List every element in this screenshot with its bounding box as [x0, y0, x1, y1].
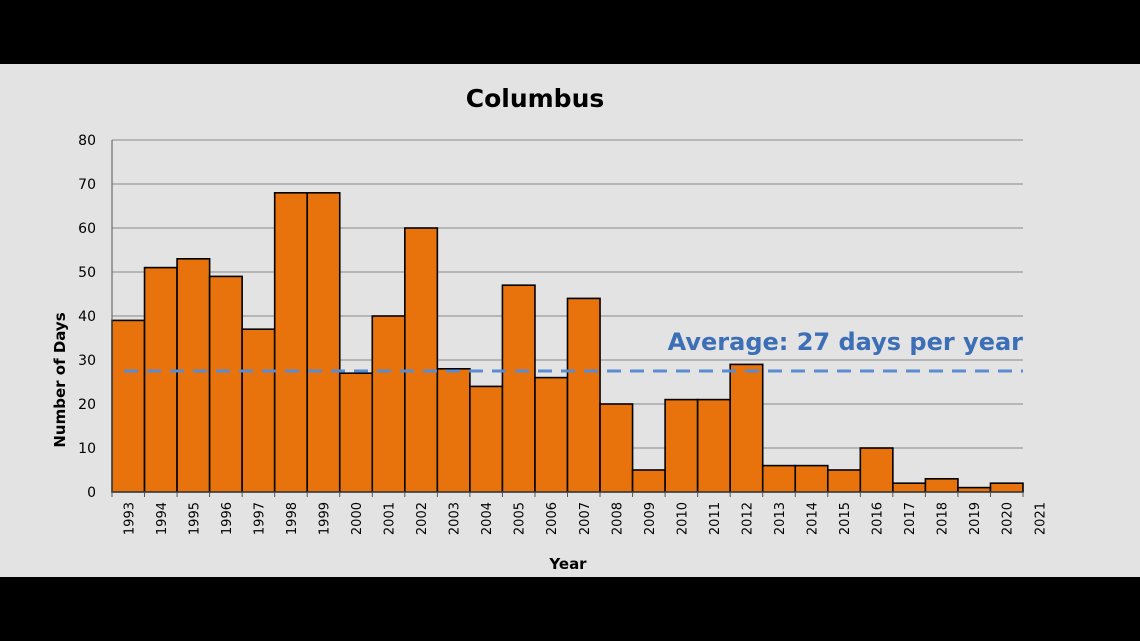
y-axis-label: Number of Days	[51, 312, 69, 447]
x-tick-label: 1997	[252, 502, 267, 535]
x-tick-label: 2007	[578, 502, 593, 535]
bar	[761, 464, 797, 493]
x-tick-label: 2020	[1001, 502, 1016, 535]
bar	[989, 482, 1024, 493]
x-tick-label: 2004	[480, 502, 495, 535]
x-tick-label: 1998	[285, 502, 300, 535]
bar	[208, 275, 243, 493]
x-tick-label: 2011	[708, 502, 723, 535]
bar	[338, 372, 374, 493]
bar	[273, 192, 309, 493]
x-tick-label: 2021	[1033, 502, 1048, 535]
chart-title: Columbus	[466, 84, 605, 113]
bar	[404, 227, 439, 493]
bar	[111, 319, 146, 493]
x-tick-label: 2016	[871, 502, 886, 535]
axes	[111, 140, 1024, 497]
y-tick-label: 40	[78, 309, 96, 325]
x-tick-label: 2009	[643, 502, 658, 535]
y-tick-label: 80	[78, 133, 96, 149]
average-label: Average: 27 days per year	[668, 328, 1024, 356]
x-tick-labels: 1993 1994 1995 1996 1997 1998 1999 2000 2001 2002…	[122, 502, 1048, 535]
x-tick-label: 2010	[675, 502, 690, 535]
bar	[729, 363, 764, 493]
x-tick-label: 2005	[513, 502, 528, 535]
bar	[143, 266, 178, 493]
bar	[696, 398, 731, 493]
x-tick-label: 2013	[773, 502, 788, 535]
x-tick-label: 2001	[383, 502, 398, 535]
bar	[859, 447, 894, 493]
bar	[664, 398, 699, 493]
bar	[176, 258, 211, 493]
x-tick-label: 1999	[317, 502, 332, 535]
y-tick-label: 20	[78, 397, 96, 413]
x-tick-label: 1994	[155, 502, 170, 535]
x-tick-label: 2003	[448, 502, 463, 535]
x-tick-label: 2018	[936, 502, 951, 535]
chart-frame: Columbus 0 10 20 30 40 50 60 70 80 1993 1994 1995 1…	[0, 64, 1140, 577]
bar	[892, 482, 927, 493]
x-tick-label: 1996	[220, 502, 235, 535]
bar	[534, 376, 569, 493]
bar	[794, 464, 829, 493]
x-tick-label: 2008	[610, 502, 625, 535]
bar	[306, 192, 341, 493]
x-tick-label: 2006	[545, 502, 560, 535]
x-tick-label: 2002	[415, 502, 430, 535]
x-tick-label: 2012	[740, 502, 755, 535]
bar	[631, 469, 666, 493]
bar	[957, 486, 992, 493]
x-tick-label: 2017	[903, 502, 918, 535]
bars	[111, 192, 1024, 493]
bar	[826, 469, 862, 493]
bar	[566, 297, 601, 493]
y-tick-label: 0	[87, 485, 96, 501]
bar	[469, 385, 504, 493]
x-axis-label: Year	[548, 555, 587, 573]
y-tick-label: 60	[78, 221, 96, 237]
y-tick-label: 50	[78, 265, 96, 281]
y-tick-labels: 0 10 20 30 40 50 60 70 80	[78, 133, 96, 501]
x-tick-label: 2014	[806, 502, 821, 535]
bar	[501, 284, 536, 493]
x-tick-label: 2015	[838, 502, 853, 535]
y-tick-label: 70	[78, 177, 96, 193]
average-line-group: Average: 27 days per year	[124, 328, 1024, 373]
bar	[436, 367, 471, 493]
y-tick-label: 10	[78, 441, 96, 457]
y-tick-label: 30	[78, 353, 96, 369]
bar	[371, 315, 406, 493]
x-tick-label: 2019	[968, 502, 983, 535]
x-tick-label: 1993	[122, 502, 137, 535]
bar	[241, 328, 276, 493]
bar	[924, 477, 959, 493]
bar	[599, 403, 634, 493]
x-tick-label: 1995	[187, 502, 202, 535]
x-tick-label: 2000	[350, 502, 365, 535]
